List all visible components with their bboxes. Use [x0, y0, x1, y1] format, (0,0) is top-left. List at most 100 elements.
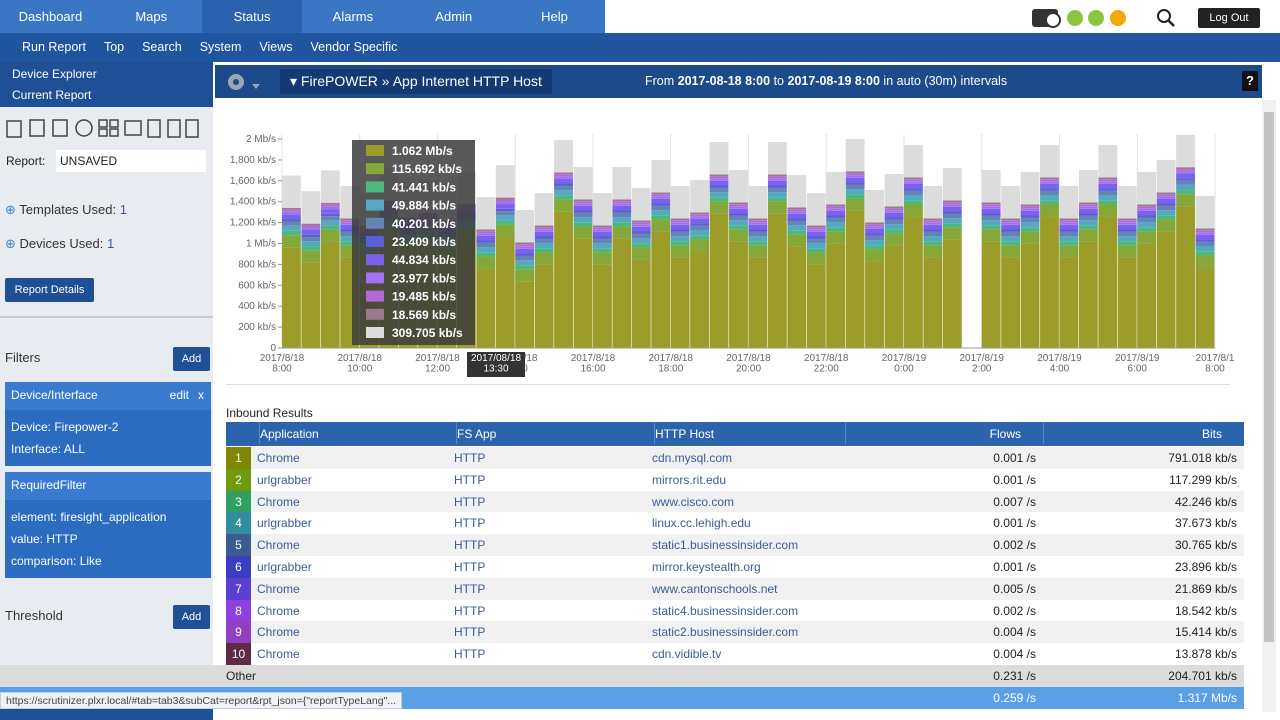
table-cell[interactable]: Chrome [257, 647, 300, 662]
bar-segment [1195, 239, 1215, 242]
devices-used: ⊕ Devices Used: 1 [5, 236, 114, 252]
table-cell[interactable]: Chrome [257, 451, 300, 465]
bar-segment [593, 236, 612, 239]
bar-segment [1137, 208, 1157, 211]
table-cell[interactable]: HTTP [454, 538, 486, 553]
table-cell[interactable]: cdn.vidible.tv [652, 647, 722, 662]
sidebar-link[interactable]: Current Report [12, 88, 92, 102]
table-cell[interactable]: HTTP [454, 581, 486, 596]
bar-segment [942, 223, 962, 228]
bar-segment [729, 241, 748, 348]
gear-icon[interactable] [223, 69, 263, 95]
filter-remove[interactable]: x [198, 388, 204, 402]
filter-edit[interactable]: edit [169, 388, 189, 402]
bar-segment [476, 242, 496, 248]
table-cell[interactable]: urlgrabber [257, 516, 312, 531]
bar-segment [495, 211, 515, 216]
subnav-item[interactable]: Vendor Specific [310, 40, 398, 54]
nav-tab[interactable]: Status [201, 0, 303, 33]
bar-segment [1137, 210, 1157, 216]
bar-segment [573, 238, 593, 348]
table-cell[interactable]: mirrors.rit.edu [652, 472, 727, 487]
bar-segment [845, 177, 865, 183]
report-details-button[interactable]: Report Details [5, 278, 94, 302]
add-threshold-button[interactable]: Add [173, 605, 210, 629]
bar-segment [748, 231, 768, 237]
bar-segment [1040, 216, 1059, 348]
expand-icon[interactable]: ⊕ [5, 202, 16, 217]
table-cell[interactable]: HTTP [454, 472, 486, 487]
table-cell[interactable]: linux.cc.lehigh.edu [652, 516, 751, 531]
table-cell[interactable]: HTTP [454, 647, 486, 662]
bar-segment [1040, 195, 1059, 201]
table-cell[interactable]: Chrome [257, 625, 300, 640]
bar-segment [690, 216, 710, 219]
bar-segment [981, 202, 1001, 205]
report-name-input[interactable]: UNSAVED [56, 150, 206, 172]
table-cell[interactable]: Chrome [257, 538, 300, 553]
bar-segment [515, 265, 535, 270]
bar-segment [729, 215, 748, 221]
table-cell[interactable]: cdn.mysql.com [652, 451, 733, 465]
nav-tab[interactable]: Maps [135, 9, 168, 24]
nav-tab[interactable]: Help [541, 9, 568, 24]
logout-button[interactable]: Log Out [1198, 8, 1260, 28]
bar-segment [476, 235, 496, 241]
nav-tab[interactable]: Alarms [332, 9, 374, 24]
table-cell[interactable]: www.cantonschools.net [652, 581, 778, 596]
tooltip-value: 23.409 kb/s [392, 235, 456, 249]
bar-segment [1040, 181, 1059, 184]
table-cell[interactable]: static4.businessinsider.com [652, 603, 799, 618]
range-part: 2017-08-18 8:00 [677, 74, 771, 88]
table-cell[interactable]: www.cisco.com [652, 494, 735, 509]
bar-segment [515, 281, 535, 348]
expand-icon[interactable]: ⊕ [5, 236, 16, 251]
table-cell[interactable]: HTTP [454, 494, 486, 509]
table-cell[interactable]: HTTP [454, 603, 486, 618]
table-cell[interactable]: urlgrabber [257, 472, 312, 487]
column-header[interactable]: FS App [456, 422, 646, 444]
table-cell[interactable]: HTTP [454, 516, 486, 531]
search-icon[interactable] [1156, 8, 1176, 28]
column-header[interactable]: Bits [1043, 422, 1222, 444]
nav-tab[interactable]: Admin [435, 9, 473, 24]
table-cell[interactable]: HTTP [454, 560, 486, 574]
column-header[interactable]: HTTP Host [654, 422, 845, 444]
bar-segment [787, 213, 807, 219]
add-filter-button[interactable]: Add [173, 347, 210, 371]
bar-segment [612, 199, 632, 202]
column-header[interactable]: Flows [845, 422, 1021, 444]
scrollbar[interactable] [1262, 100, 1276, 712]
table-cell[interactable]: HTTP [454, 451, 486, 465]
table-cell[interactable]: Chrome [257, 603, 300, 618]
subnav-item[interactable]: Views [259, 40, 293, 54]
table-cell[interactable]: Chrome [257, 494, 300, 509]
devices-count[interactable]: 1 [106, 236, 115, 251]
subnav-item[interactable]: Run Report [22, 40, 86, 54]
bar-segment [1176, 167, 1195, 170]
column-header[interactable]: Application [259, 422, 448, 444]
table-cell[interactable]: static2.businessinsider.com [652, 625, 799, 640]
subnav-item[interactable]: System [199, 40, 242, 54]
table-cell[interactable]: static1.businessinsider.com [652, 538, 799, 553]
bar-segment [884, 224, 904, 230]
table-cell[interactable]: HTTP [454, 625, 486, 640]
bar-segment [631, 243, 651, 248]
templates-count[interactable]: 1 [119, 202, 127, 217]
sidebar-link[interactable]: Device Explorer [12, 67, 97, 81]
bar-segment [904, 179, 923, 182]
bar-segment [1176, 206, 1195, 348]
scroll-thumb[interactable] [1264, 112, 1274, 642]
y-tick-label: 0 [270, 343, 276, 354]
table-cell[interactable]: Chrome [257, 581, 300, 596]
bar-segment [709, 185, 729, 188]
nav-tab[interactable]: Dashboard [18, 9, 83, 24]
y-tick-label: 1,800 kb/s [230, 155, 276, 166]
help-button[interactable]: ? [1242, 71, 1258, 91]
subnav-item[interactable]: Top [103, 40, 125, 54]
report-title[interactable]: ▾ FirePOWER » App Internet HTTP Host [280, 69, 552, 94]
bar-segment [495, 215, 515, 221]
subnav-item[interactable]: Search [142, 40, 182, 54]
table-cell[interactable]: urlgrabber [257, 560, 312, 574]
table-cell[interactable]: mirror.keystealth.org [652, 560, 761, 574]
